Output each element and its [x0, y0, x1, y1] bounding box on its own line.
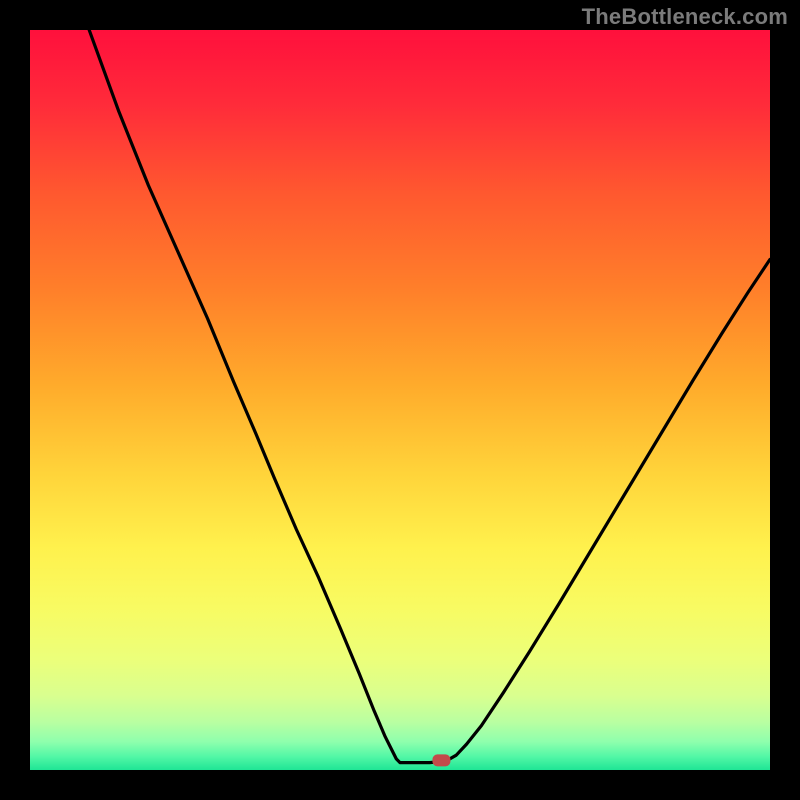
optimum-marker [432, 754, 450, 766]
chart-svg [0, 0, 800, 800]
watermark-text: TheBottleneck.com [582, 4, 788, 30]
plot-background [30, 30, 770, 770]
